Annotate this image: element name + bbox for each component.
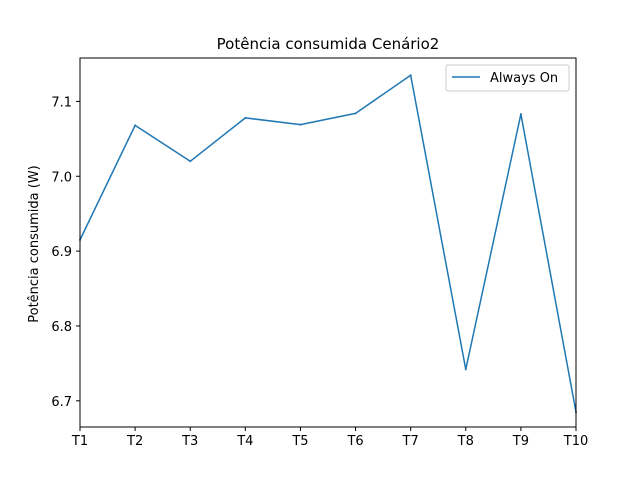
legend-label: Always On [490,71,558,86]
y-tick-label: 7.1 [51,95,72,110]
legend: Always On [445,64,570,92]
data-point [134,124,137,127]
data-point [519,113,522,116]
series-line [79,74,577,413]
plot-area [80,58,576,427]
chart-marks: T1 T2 T3 T4 T5 T6 T7 T8 T9 T10 6.7 6.8 6.9 7.0 7.1 [51,74,588,449]
data-point [409,74,412,77]
data-point [299,123,302,126]
x-tick-label: T9 [512,434,529,449]
x-tick-label: T1 [71,434,88,449]
x-tick-label: T5 [291,434,308,449]
x-tick-label: T6 [346,434,363,449]
x-tick-label: T7 [402,434,419,449]
y-axis-label: Potência consumida (W) [27,165,42,323]
data-point [354,112,357,115]
y-tick-label: 6.8 [51,320,72,335]
data-point [189,160,192,163]
plot-frame [79,57,577,428]
y-tick-label: 7.0 [51,170,72,185]
x-tick-label: T8 [457,434,474,449]
data-point [464,368,467,371]
x-tick-label: T3 [181,434,198,449]
x-tick-label: T4 [236,434,253,449]
chart-title: Potência consumida Cenário2 [217,35,440,53]
data-point [244,116,247,119]
x-tick-label: T10 [563,434,588,449]
legend-box [445,64,570,92]
y-tick-label: 6.7 [51,395,72,410]
y-tick-label: 6.9 [51,245,72,260]
x-tick-label: T2 [126,434,143,449]
